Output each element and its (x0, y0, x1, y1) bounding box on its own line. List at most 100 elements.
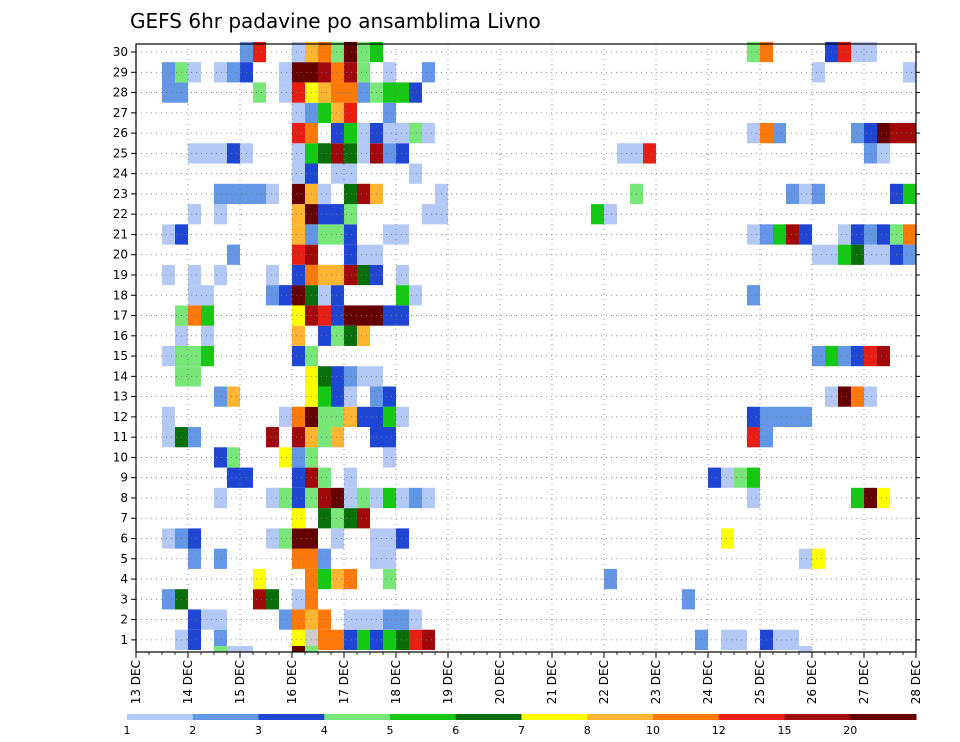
y-tick-label: 12 (113, 410, 128, 424)
heatmap-cell (162, 589, 175, 610)
heatmap-cell (318, 487, 331, 509)
colorbar-label: 10 (646, 724, 660, 737)
heatmap-cell (279, 487, 292, 509)
y-tick-label: 21 (113, 227, 128, 241)
heatmap-cell (344, 508, 357, 529)
heatmap-cell (292, 427, 305, 448)
x-tick-label: 21 DEC (545, 660, 559, 704)
heatmap-cell (383, 62, 396, 83)
x-tick-label: 16 DEC (285, 660, 299, 704)
heatmap-cell (227, 143, 240, 164)
x-tick-label: 26 DEC (805, 660, 819, 704)
heatmap-cell (851, 345, 864, 367)
heatmap-cell (799, 183, 812, 205)
x-tick-label: 14 DEC (181, 660, 195, 704)
heatmap-cell (227, 447, 240, 468)
heatmap-cell (903, 62, 916, 83)
heatmap-cell (409, 285, 422, 306)
heatmap-cell (279, 447, 292, 468)
heatmap-cell (344, 487, 357, 509)
heatmap-cell (383, 102, 396, 123)
heatmap-cell (851, 487, 864, 509)
y-tick-label: 19 (113, 268, 128, 282)
heatmap-cell (747, 406, 760, 428)
heatmap-cell (188, 285, 201, 306)
colorbar-swatch (258, 714, 325, 720)
x-tick-label: 25 DEC (753, 660, 767, 704)
heatmap-cell (864, 41, 877, 63)
heatmap-cell (357, 609, 370, 630)
y-tick-label: 20 (113, 248, 128, 262)
heatmap-cell (617, 143, 630, 164)
heatmap-cell (851, 244, 864, 265)
heatmap-cell (331, 122, 344, 144)
y-tick-label: 4 (120, 572, 128, 586)
heatmap-cell (812, 62, 825, 83)
heatmap-cell (292, 467, 305, 488)
heatmap-cell (396, 224, 409, 245)
heatmap-cell (253, 183, 266, 205)
heatmap-cell (877, 122, 890, 144)
heatmap-cell (201, 345, 214, 367)
heatmap-cell (851, 386, 864, 407)
heatmap-cell (786, 224, 799, 245)
heatmap-cell (331, 285, 344, 306)
heatmap-cell (279, 285, 292, 306)
heatmap-cell (318, 204, 331, 225)
heatmap-cell (162, 82, 175, 103)
y-tick-label: 2 (120, 613, 128, 627)
heatmap-cell (747, 224, 760, 245)
heatmap-cell (357, 508, 370, 529)
colorbar-label: 2 (189, 724, 196, 737)
heatmap-cell (214, 62, 227, 83)
colorbar-label: 15 (778, 724, 792, 737)
colorbar-label: 8 (584, 724, 591, 737)
x-tick-label: 23 DEC (649, 660, 663, 704)
y-tick-label: 16 (113, 329, 128, 343)
x-axis-ticks: 13 DEC 14 DEC 15 DEC 16 DEC 17 DEC 18 DEC 19 D… (129, 652, 923, 704)
heatmap-cell (864, 345, 877, 367)
x-tick-label: 20 DEC (493, 660, 507, 704)
heatmap-cell (396, 406, 409, 428)
heatmap-cell (747, 41, 760, 63)
heatmap-cell (773, 629, 786, 650)
heatmap-cell (188, 528, 201, 549)
heatmap-cell (357, 62, 370, 83)
heatmap-cell (383, 548, 396, 569)
heatmap-cell (357, 122, 370, 144)
heatmap-cell (773, 122, 786, 144)
heatmap-cell (734, 467, 747, 488)
heatmap-cell (864, 487, 877, 509)
heatmap-cell (318, 183, 331, 205)
heatmap-cell (383, 386, 396, 407)
heatmap-cell (591, 204, 604, 225)
heatmap-cell (318, 406, 331, 428)
heatmap-cell (357, 41, 370, 63)
y-axis-ticks: 1234567891011121314151617181920212223242… (113, 45, 920, 647)
y-tick-label: 30 (113, 45, 128, 59)
colorbar-swatch (192, 714, 259, 720)
heatmap-cell (318, 366, 331, 387)
heatmap-cell (331, 305, 344, 326)
heatmap-cell (344, 244, 357, 265)
heatmap-cell (344, 609, 357, 630)
heatmap-cell (266, 264, 279, 286)
y-tick-label: 25 (113, 146, 128, 160)
heatmap-cell (422, 487, 435, 509)
heatmap-cell (318, 609, 331, 630)
heatmap-cell (292, 548, 305, 569)
heatmap-cell (877, 487, 890, 509)
heatmap-cell (201, 325, 214, 346)
heatmap-cell (214, 143, 227, 164)
heatmap-cell (903, 224, 916, 245)
heatmap-cell (292, 589, 305, 610)
y-tick-label: 10 (113, 450, 128, 464)
heatmap-cell (344, 41, 357, 63)
heatmap-cell (201, 305, 214, 326)
heatmap-cell (201, 143, 214, 164)
heatmap-cell (292, 183, 305, 205)
heatmap-cell (396, 264, 409, 286)
heatmap-cell (708, 467, 721, 488)
heatmap-cell (747, 427, 760, 448)
